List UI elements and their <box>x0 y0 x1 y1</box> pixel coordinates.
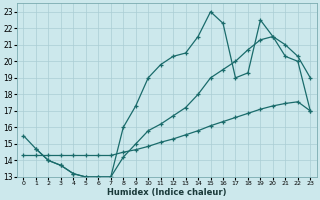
X-axis label: Humidex (Indice chaleur): Humidex (Indice chaleur) <box>107 188 227 197</box>
